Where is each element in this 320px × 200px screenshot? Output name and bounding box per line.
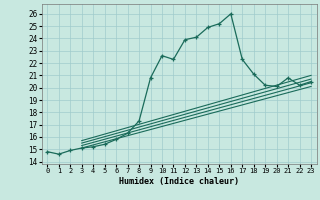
X-axis label: Humidex (Indice chaleur): Humidex (Indice chaleur)	[119, 177, 239, 186]
